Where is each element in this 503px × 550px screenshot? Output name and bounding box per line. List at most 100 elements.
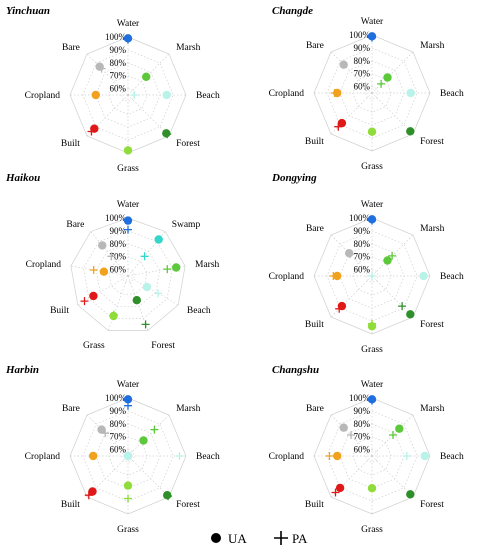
pa-point-built [335, 304, 344, 313]
legend-ua-marker [211, 533, 221, 543]
grid-ring-100 [69, 397, 187, 515]
pa-point-cropland [91, 91, 100, 99]
category-label-grass: Grass [83, 341, 105, 351]
grid-ring-70 [352, 73, 392, 113]
pa-point-forest [163, 130, 172, 139]
pa-point-bare [361, 82, 370, 91]
grid-ring-100 [313, 397, 431, 515]
spoke [371, 455, 414, 498]
tick-label: 60% [354, 265, 371, 275]
grid-ring-60 [121, 88, 135, 102]
spoke [86, 53, 129, 96]
pa-point-cropland [330, 89, 339, 97]
category-label-forest: Forest [420, 500, 444, 510]
ua-point-bare [345, 249, 354, 258]
ua-point-bare [98, 241, 107, 250]
grid-ring-100 [313, 217, 431, 335]
chart-title: Changshu [272, 364, 319, 376]
grid-ring-70 [108, 256, 148, 295]
category-label-built: Built [305, 320, 324, 330]
radar-harbin: Harbin 60% 70% 80% 90% 100% Water Marsh Beach For… [5, 364, 220, 535]
grid-ring-100 [70, 217, 186, 331]
category-label-bare: Bare [306, 41, 324, 51]
tick-label: 70% [110, 432, 127, 442]
tick-label: 90% [110, 45, 127, 55]
pa-point-beach [175, 452, 184, 460]
spoke [127, 94, 170, 137]
chart-title: Changde [272, 5, 313, 17]
tick-label: 90% [110, 406, 127, 416]
pa-point-bare [346, 250, 355, 259]
spoke [127, 265, 186, 277]
ua-point-bare [95, 62, 104, 71]
tick-label: 60% [110, 84, 127, 94]
spoke [86, 94, 129, 137]
category-label-forest: Forest [176, 500, 200, 510]
radar-haikou: Haikou 60% 70% 80% 90% 100% Water Swamp Marsh Bea… [5, 172, 220, 351]
grid-ring-60 [365, 449, 379, 463]
pa-point-bare [101, 429, 110, 438]
pa-point-beach [130, 91, 139, 99]
pa-point-beach [402, 452, 411, 460]
pa-point-bare [107, 252, 116, 261]
category-label-built: Built [61, 500, 80, 510]
ua-point-forest [132, 296, 141, 305]
category-label-built: Built [50, 306, 69, 316]
pa-point-built [87, 127, 96, 136]
tick-label: 60% [354, 445, 371, 455]
category-label-beach: Beach [196, 91, 220, 101]
category-label-forest: Forest [176, 139, 200, 149]
spoke [127, 455, 170, 498]
category-label-marsh: Marsh [195, 260, 220, 270]
chart-title: Dongying [271, 172, 317, 184]
pa-point-built [84, 491, 93, 500]
tick-label: 70% [110, 252, 127, 262]
pa-point-built [331, 488, 340, 497]
pa-point-cropland [89, 266, 98, 274]
spoke [330, 455, 373, 498]
pa-point-built [334, 122, 343, 131]
tick-label: 70% [110, 71, 127, 81]
ua-point-forest [163, 491, 172, 500]
pa-point-marsh [142, 72, 151, 81]
spoke [86, 414, 129, 457]
ua-point-cropland [99, 267, 109, 276]
pa-point-grass [109, 310, 118, 319]
pa-point-forest [406, 127, 415, 136]
category-label-forest: Forest [420, 320, 444, 330]
legend-ua-label: UA [228, 531, 247, 546]
pa-point-water [124, 35, 132, 44]
category-label-water: Water [361, 200, 384, 210]
tick-label: 90% [354, 406, 371, 416]
grid-ring-90 [83, 230, 173, 319]
category-label-forest: Forest [151, 341, 175, 351]
pa-point-grass [368, 319, 376, 328]
radar-dongying: Dongying 60% 70% 80% 90% 100% Water Marsh Beach F… [269, 172, 464, 355]
tick-label: 70% [354, 432, 371, 442]
category-label-cropland: Cropland [269, 272, 305, 282]
category-label-swamp: Swamp [172, 220, 201, 230]
category-label-water: Water [361, 17, 384, 27]
tick-label: 80% [354, 239, 371, 249]
ua-point-marsh [383, 256, 392, 265]
ua-point-swamp [154, 235, 163, 244]
pa-point-beach [406, 89, 415, 97]
tick-label: 70% [354, 252, 371, 262]
category-label-bare: Bare [306, 224, 324, 234]
grid-ring-70 [352, 436, 392, 476]
ua-point-built [335, 483, 345, 493]
pa-point-water [124, 401, 132, 410]
grid-ring-60 [365, 269, 379, 283]
grid-ring-90 [326, 230, 418, 322]
category-label-cropland: Cropland [26, 260, 62, 270]
grid-ring-100 [313, 34, 431, 152]
ua-point-bare [339, 60, 348, 69]
ua-point-water [123, 216, 133, 225]
category-label-grass: Grass [117, 164, 139, 174]
tick-label: 100% [105, 393, 127, 403]
category-label-marsh: Marsh [176, 43, 201, 53]
radar-yinchuan: Yinchuan 60% 70% 80% 90% 100% Water Marsh Beach F… [6, 5, 220, 174]
ua-point-bare [97, 425, 106, 434]
spoke [371, 275, 414, 318]
